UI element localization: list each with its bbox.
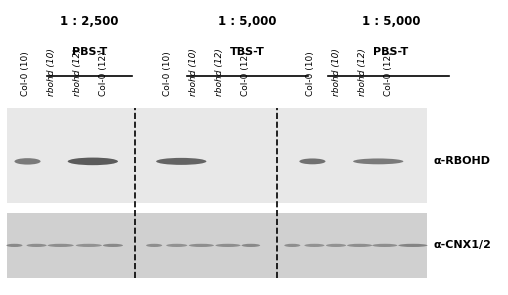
Text: PBS-T: PBS-T <box>72 47 107 57</box>
Text: rbohd (10): rbohd (10) <box>332 48 341 96</box>
Ellipse shape <box>68 158 118 165</box>
Ellipse shape <box>156 158 206 165</box>
Ellipse shape <box>189 244 214 247</box>
Ellipse shape <box>242 244 260 247</box>
Text: rbohd (12): rbohd (12) <box>215 48 224 96</box>
Text: rbohd (10): rbohd (10) <box>189 48 198 96</box>
Text: Col-0 (12): Col-0 (12) <box>241 52 250 96</box>
Text: PBS-T: PBS-T <box>373 47 408 57</box>
Text: 1 : 5,000: 1 : 5,000 <box>218 14 277 27</box>
Text: rbohd (12): rbohd (12) <box>73 48 82 96</box>
Ellipse shape <box>48 244 74 247</box>
Text: Col-0 (12): Col-0 (12) <box>384 52 393 96</box>
Text: 1 : 5,000: 1 : 5,000 <box>362 14 420 27</box>
Text: Col-0 (10): Col-0 (10) <box>163 52 172 96</box>
Ellipse shape <box>103 244 123 247</box>
Ellipse shape <box>284 244 300 247</box>
Ellipse shape <box>326 244 346 247</box>
Ellipse shape <box>304 244 325 247</box>
Text: rbohd (10): rbohd (10) <box>47 48 56 96</box>
Text: α-CNX1/2: α-CNX1/2 <box>433 240 491 250</box>
Text: Col-0 (10): Col-0 (10) <box>21 52 30 96</box>
Ellipse shape <box>372 244 397 247</box>
Text: TBS-T: TBS-T <box>230 47 265 57</box>
Text: 1 : 2,500: 1 : 2,500 <box>60 14 118 27</box>
Text: Col-0 (10): Col-0 (10) <box>306 52 315 96</box>
Bar <box>8 213 427 278</box>
Text: rbohd (12): rbohd (12) <box>358 48 367 96</box>
Text: α-RBOHD: α-RBOHD <box>433 156 491 166</box>
Ellipse shape <box>215 244 241 247</box>
Ellipse shape <box>26 244 47 247</box>
Ellipse shape <box>398 244 427 247</box>
Bar <box>8 108 427 203</box>
Ellipse shape <box>347 244 372 247</box>
Ellipse shape <box>353 158 403 164</box>
Ellipse shape <box>14 158 41 165</box>
Ellipse shape <box>299 158 326 164</box>
Ellipse shape <box>76 244 102 247</box>
Ellipse shape <box>7 244 22 247</box>
Text: Col-0 (12): Col-0 (12) <box>100 52 108 96</box>
Ellipse shape <box>166 244 187 247</box>
Ellipse shape <box>146 244 162 247</box>
